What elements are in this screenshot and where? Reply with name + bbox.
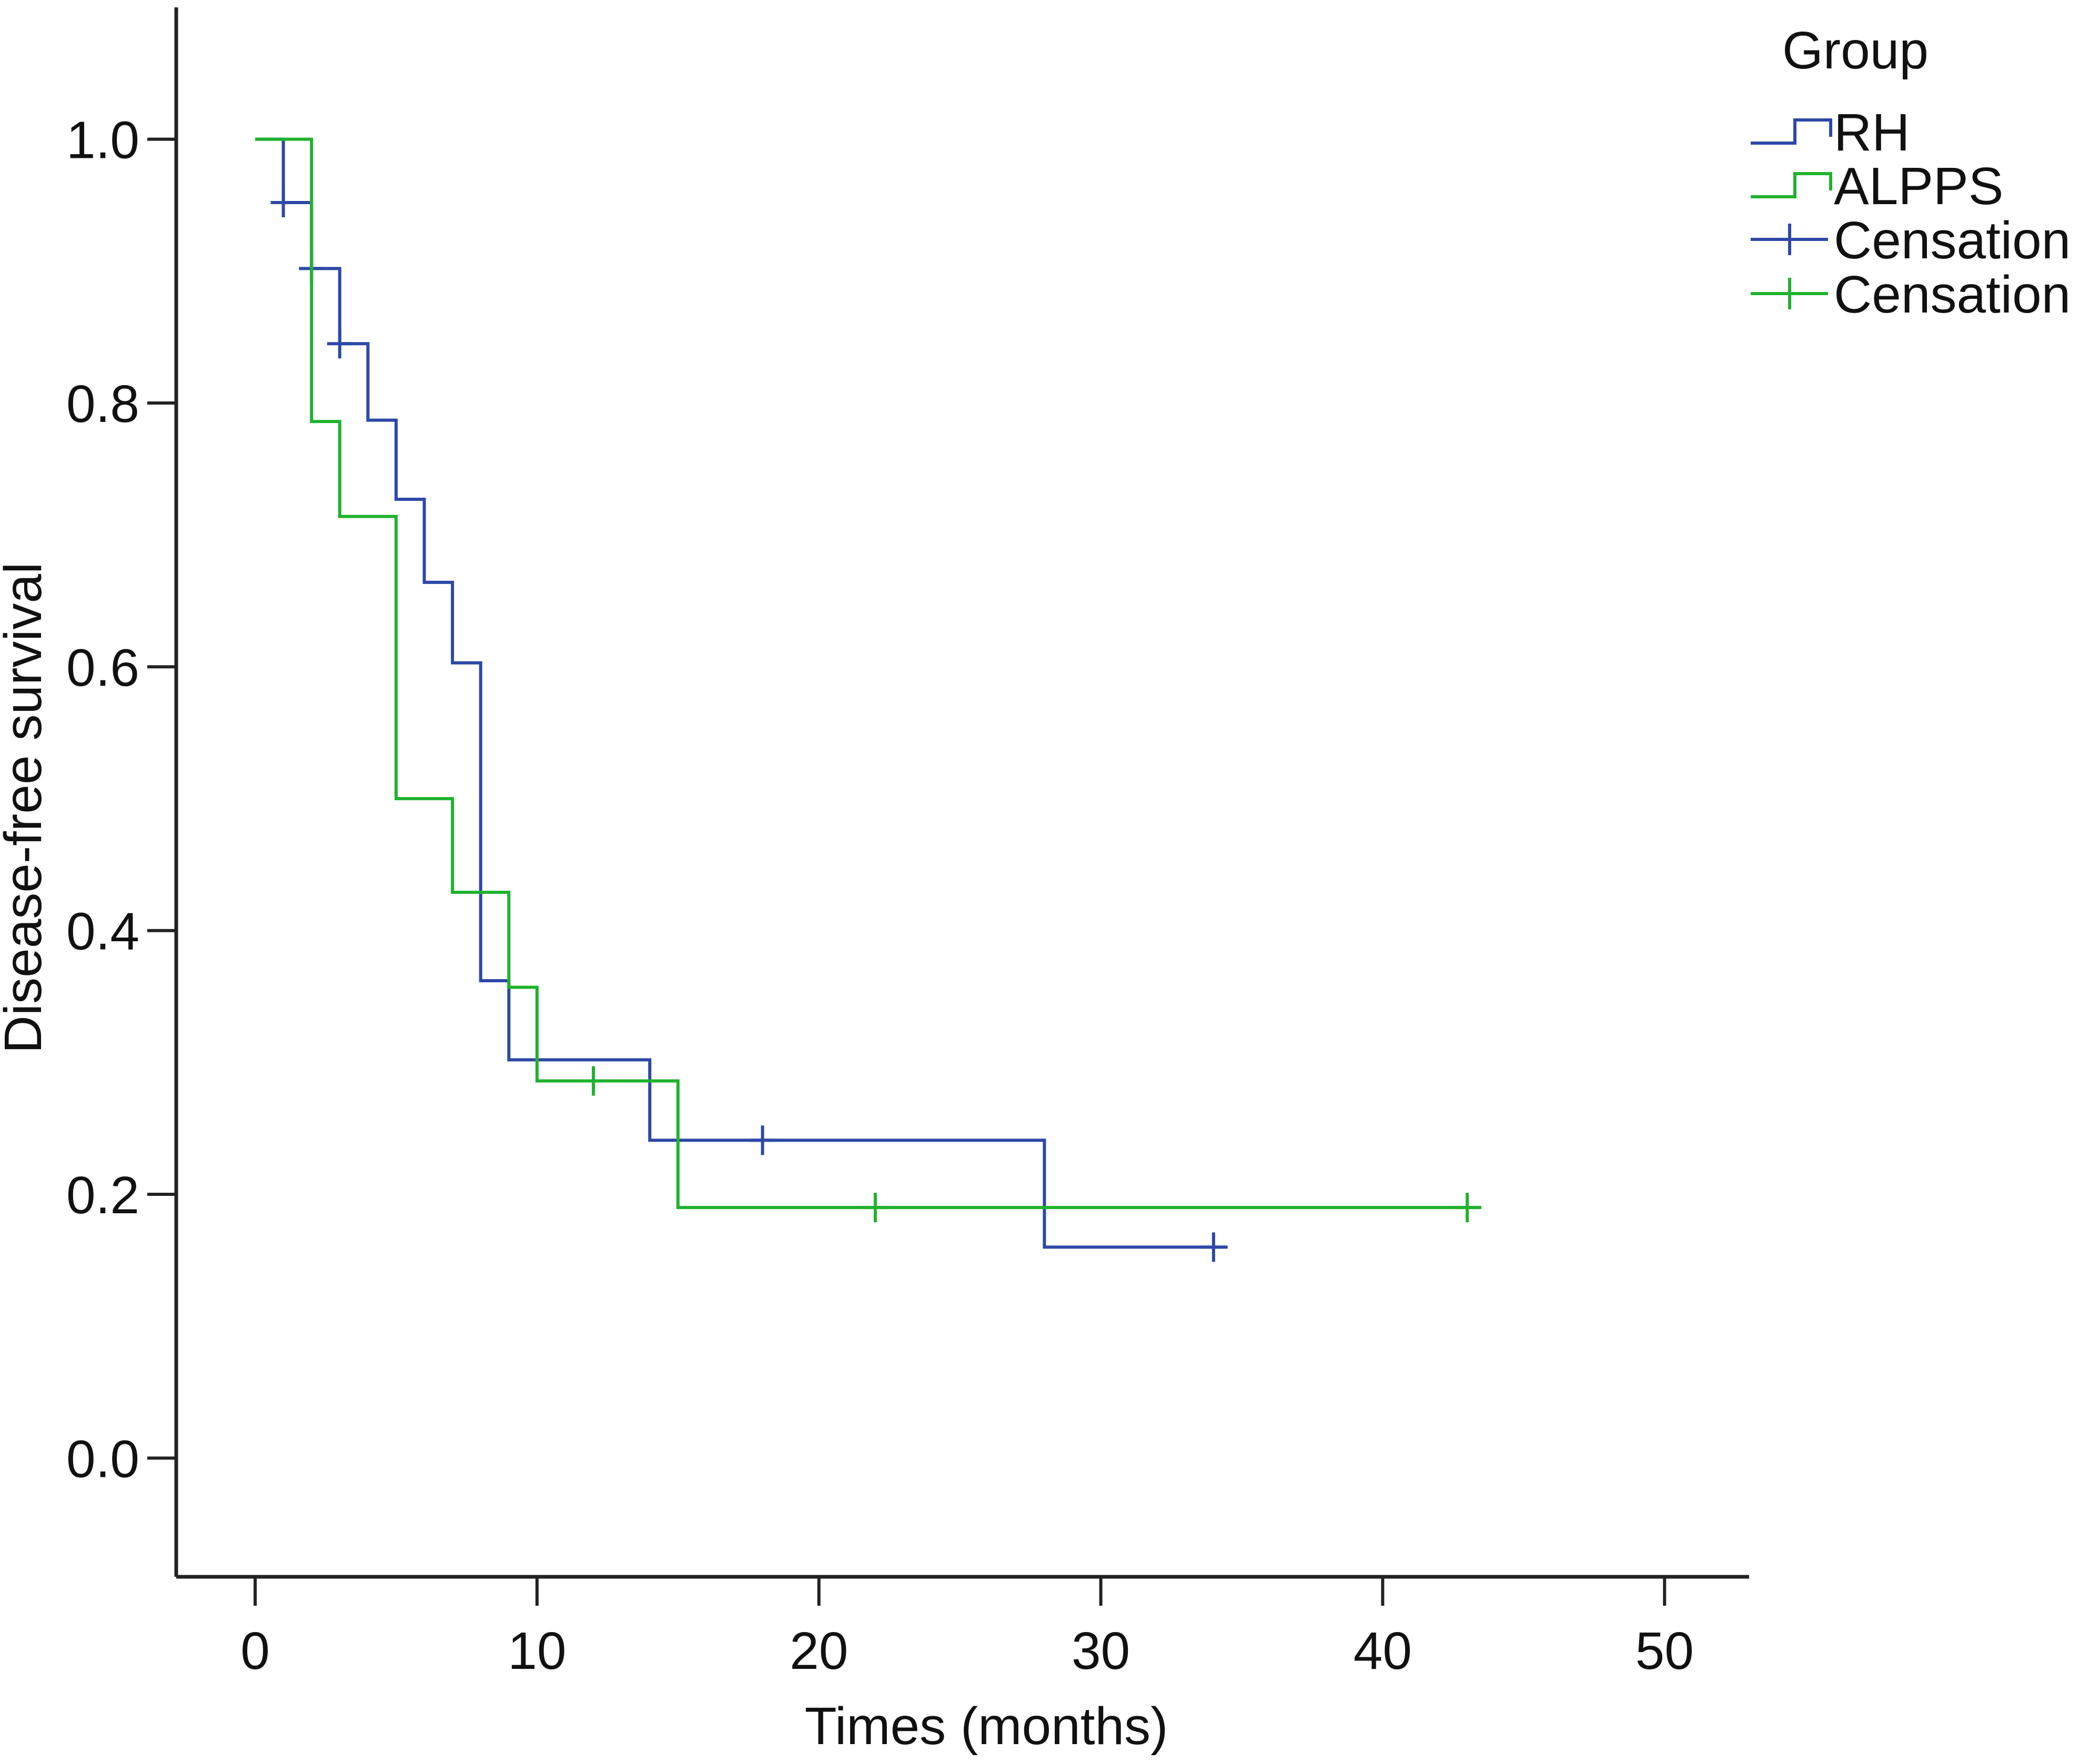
censor-mark	[862, 1193, 888, 1223]
x-tick-label: 20	[790, 1622, 848, 1680]
censor-mark	[581, 1066, 607, 1096]
censor-mark	[750, 1125, 775, 1155]
y-tick-label: 0.2	[66, 1166, 139, 1225]
legend-censor-swatch	[1751, 224, 1828, 255]
series-layer	[255, 137, 1481, 1262]
y-tick-label: 1.0	[66, 111, 139, 170]
legend-entry: RH	[1751, 103, 1910, 162]
legend-entry: ALPPS	[1751, 157, 2003, 216]
series-line-alpps	[255, 137, 1481, 1210]
y-tick-label: 0.8	[66, 375, 139, 434]
x-tick-label: 50	[1635, 1622, 1694, 1680]
legend-step-swatch	[1751, 172, 1832, 198]
y-axis-label: Disease-free survival	[0, 562, 53, 1054]
x-tick-label: 30	[1072, 1622, 1130, 1680]
censor-mark	[1200, 1232, 1226, 1262]
censor-mark	[270, 187, 296, 217]
y-ticks: 0.0 0.2 0.4 0.6 0.8 1.0	[66, 111, 176, 1488]
x-tick-label: 0	[240, 1622, 270, 1680]
legend-label: Censation	[1834, 265, 2071, 324]
legend-step-swatch	[1751, 118, 1832, 145]
series-rh	[255, 137, 1228, 1262]
legend-label: ALPPS	[1834, 157, 2003, 216]
legend-title: Group	[1782, 21, 1929, 80]
legend-entry: Censation	[1751, 211, 2071, 270]
y-tick-label: 0.4	[66, 902, 139, 961]
censor-mark	[1455, 1193, 1480, 1223]
legend-label: RH	[1834, 103, 1910, 162]
series-alpps	[255, 137, 1481, 1223]
legend-label: Censation	[1834, 211, 2071, 270]
x-tick-label: 10	[508, 1622, 566, 1680]
y-tick-label: 0.0	[66, 1429, 139, 1488]
legend-entry: Censation	[1751, 265, 2071, 324]
x-axis-label: Times (months)	[805, 1697, 1168, 1756]
x-tick-label: 40	[1354, 1622, 1412, 1680]
legend-censor-swatch	[1751, 278, 1828, 309]
censor-mark	[327, 329, 352, 359]
series-line-rh	[255, 137, 1228, 1249]
axes	[174, 7, 1749, 1579]
y-tick-label: 0.6	[66, 638, 139, 697]
x-ticks: 0 10 20 30 40 50	[240, 1577, 1694, 1680]
